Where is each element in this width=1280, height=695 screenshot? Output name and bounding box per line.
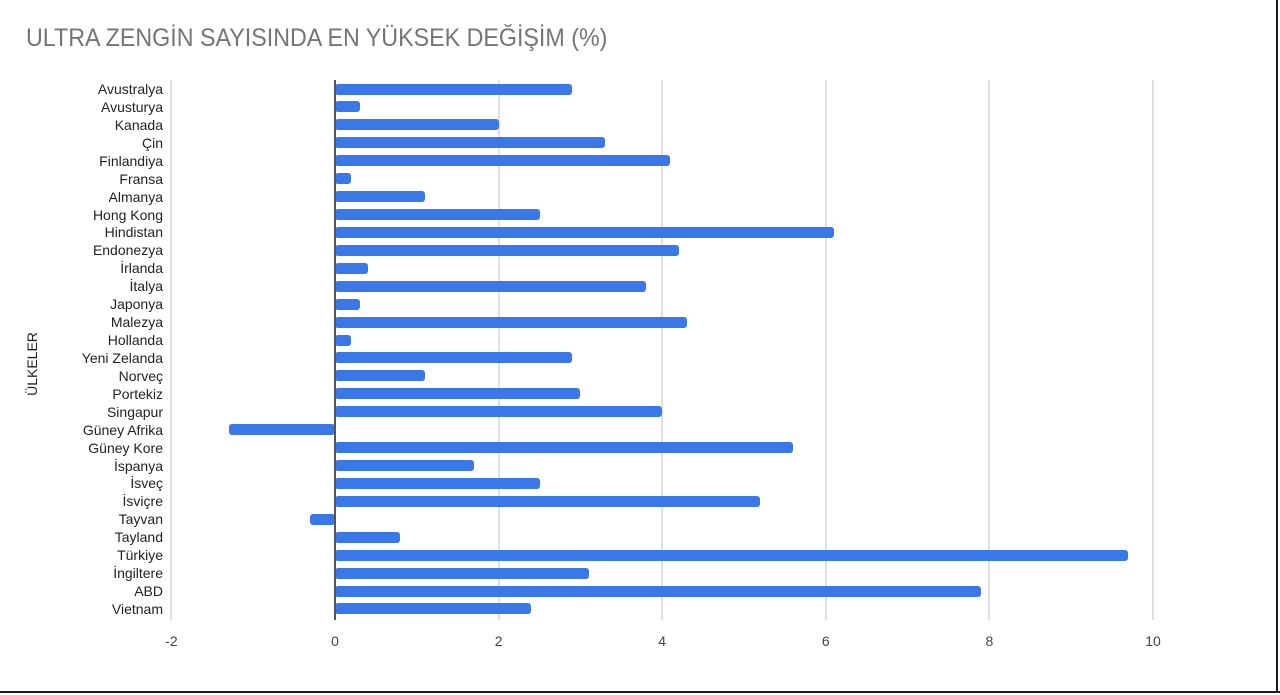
bar[interactable]: [335, 388, 581, 400]
bar[interactable]: [335, 567, 589, 579]
bar[interactable]: [335, 191, 425, 203]
gridline: [661, 80, 664, 620]
x-tick-label: 4: [658, 633, 667, 649]
bar[interactable]: [335, 406, 663, 418]
x-tick-label: 0: [331, 633, 339, 649]
category-label: Hindistan: [104, 224, 163, 241]
bar[interactable]: [335, 495, 761, 507]
category-label: Çin: [141, 134, 163, 151]
category-label: İngiltere: [113, 565, 163, 582]
category-label: Avusturya: [101, 98, 163, 115]
bar[interactable]: [335, 531, 401, 543]
x-tick-label: 8: [985, 633, 994, 649]
bar[interactable]: [335, 137, 605, 149]
bar[interactable]: [335, 262, 368, 274]
x-tick-label: -2: [165, 633, 178, 649]
category-label: Vietnam: [111, 600, 163, 617]
category-label: Türkiye: [117, 547, 163, 564]
category-label: Hollanda: [107, 332, 163, 349]
bar[interactable]: [335, 549, 1129, 561]
gridline: [170, 80, 173, 620]
category-label: Tayvan: [118, 511, 163, 528]
category-label: İspanya: [113, 457, 163, 474]
category-label: Japonya: [110, 296, 163, 313]
x-tick-label: 2: [494, 633, 503, 649]
frame-border-bottom: [0, 691, 1280, 693]
category-label: Tayland: [114, 529, 163, 546]
frame-border-right: [1276, 0, 1278, 693]
bar[interactable]: [335, 209, 540, 220]
bar[interactable]: [335, 226, 834, 238]
bar[interactable]: [335, 603, 532, 615]
category-label: Portekiz: [112, 385, 163, 402]
category-label: Malezya: [110, 314, 163, 331]
gridline: [824, 80, 827, 620]
category-label: Kanada: [114, 116, 163, 133]
category-label: Yeni Zelanda: [81, 349, 163, 366]
bar[interactable]: [228, 424, 335, 436]
category-label: Almanya: [108, 188, 163, 205]
category-label: Güney Kore: [88, 439, 163, 456]
category-label: Finlandiya: [99, 152, 163, 169]
bar[interactable]: [335, 155, 671, 167]
bar[interactable]: [335, 83, 573, 95]
category-label: İsviçre: [122, 493, 163, 510]
bar[interactable]: [335, 298, 360, 310]
bar[interactable]: [335, 442, 794, 454]
zero-axis-line: [334, 80, 336, 620]
category-label: Singapur: [106, 403, 163, 420]
bar[interactable]: [335, 352, 573, 364]
category-label: Norveç: [118, 367, 163, 384]
bar[interactable]: [335, 280, 646, 292]
bar[interactable]: [335, 334, 352, 346]
bar[interactable]: [335, 460, 475, 472]
bar[interactable]: [335, 244, 679, 256]
category-label: Endonezya: [92, 242, 163, 259]
bar[interactable]: [335, 477, 540, 489]
chart-title: ULTRA ZENGİN SAYISINDA EN YÜKSEK DEĞİŞİM…: [26, 24, 608, 52]
x-tick-label: 6: [821, 633, 830, 649]
bar[interactable]: [335, 370, 425, 382]
bar[interactable]: [335, 585, 982, 597]
bar[interactable]: [310, 513, 335, 525]
gridline: [1152, 80, 1154, 620]
category-label: İrlanda: [120, 260, 163, 277]
bar[interactable]: [335, 173, 352, 185]
category-label: İtalya: [129, 278, 163, 295]
category-label: İsveç: [130, 475, 163, 492]
category-label: Fransa: [119, 170, 163, 187]
gridline: [497, 80, 500, 620]
category-label: Avustralya: [97, 81, 163, 97]
category-label: Hong Kong: [92, 206, 163, 223]
category-label: Güney Afrika: [82, 421, 163, 438]
gridline: [988, 80, 991, 620]
x-tick-label: 10: [1145, 633, 1161, 649]
bar[interactable]: [335, 316, 687, 328]
bar[interactable]: [335, 119, 499, 131]
category-label: ABD: [134, 583, 163, 600]
bar[interactable]: [335, 101, 360, 113]
